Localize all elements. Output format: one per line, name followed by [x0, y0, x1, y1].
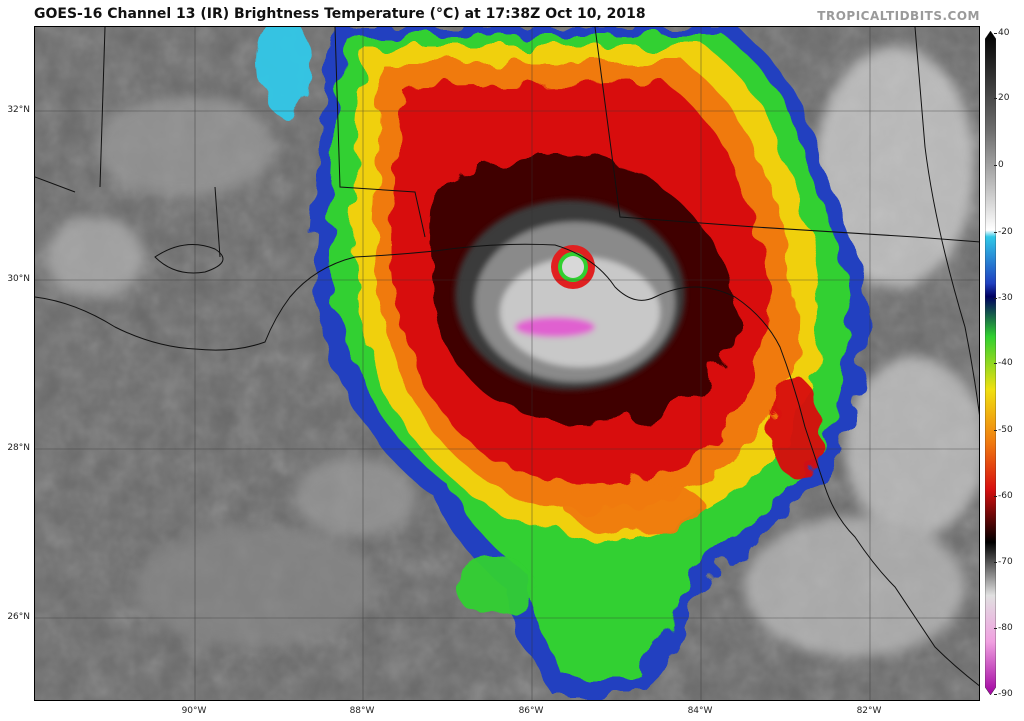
lat-lon-grid: [35, 27, 979, 700]
site-credit: TROPICALTIDBITS.COM: [817, 9, 980, 23]
light-cloud-patches: [45, 47, 979, 657]
rain-bands: [260, 27, 820, 617]
colorbar-tick-minus20: -20: [994, 227, 1013, 237]
lon-label-88w: 88°W: [349, 706, 375, 716]
lon-label-90w: 90°W: [181, 706, 207, 716]
central-dense-overcast: [455, 200, 685, 390]
colorbar-tick-minus30: -30: [994, 293, 1013, 303]
colorbar-tick-minus40: -40: [994, 358, 1013, 368]
colorbar-tick-minus60: -60: [994, 491, 1013, 501]
lat-label-32n: 32°N: [7, 105, 30, 115]
lat-label-28n: 28°N: [7, 443, 30, 453]
lon-label-86w: 86°W: [518, 706, 544, 716]
colorbar-tick-20: 20: [993, 93, 1010, 103]
hurricane-cloud-shield: [312, 27, 867, 697]
colorbar-tick-minus80: -80: [994, 623, 1013, 633]
map-title: GOES-16 Channel 13 (IR) Brightness Tempe…: [34, 6, 646, 22]
lon-label-84w: 84°W: [687, 706, 713, 716]
colorbar-tick-40: 40: [993, 28, 1010, 38]
satellite-map: [34, 26, 980, 701]
colorbar-tick-minus70: -70: [994, 557, 1013, 567]
colorbar-tick-minus90: -90: [994, 689, 1013, 699]
coastlines: [35, 27, 979, 687]
lat-label-26n: 26°N: [7, 612, 30, 622]
hurricane-eye: [551, 245, 595, 289]
lon-label-82w: 82°W: [856, 706, 882, 716]
temperature-colorbar: [985, 31, 996, 695]
colorbar-tick-minus50: -50: [994, 425, 1013, 435]
colorbar-tick-0: 0: [994, 160, 1004, 170]
lat-label-30n: 30°N: [7, 274, 30, 284]
ir-imagery: [35, 27, 979, 700]
